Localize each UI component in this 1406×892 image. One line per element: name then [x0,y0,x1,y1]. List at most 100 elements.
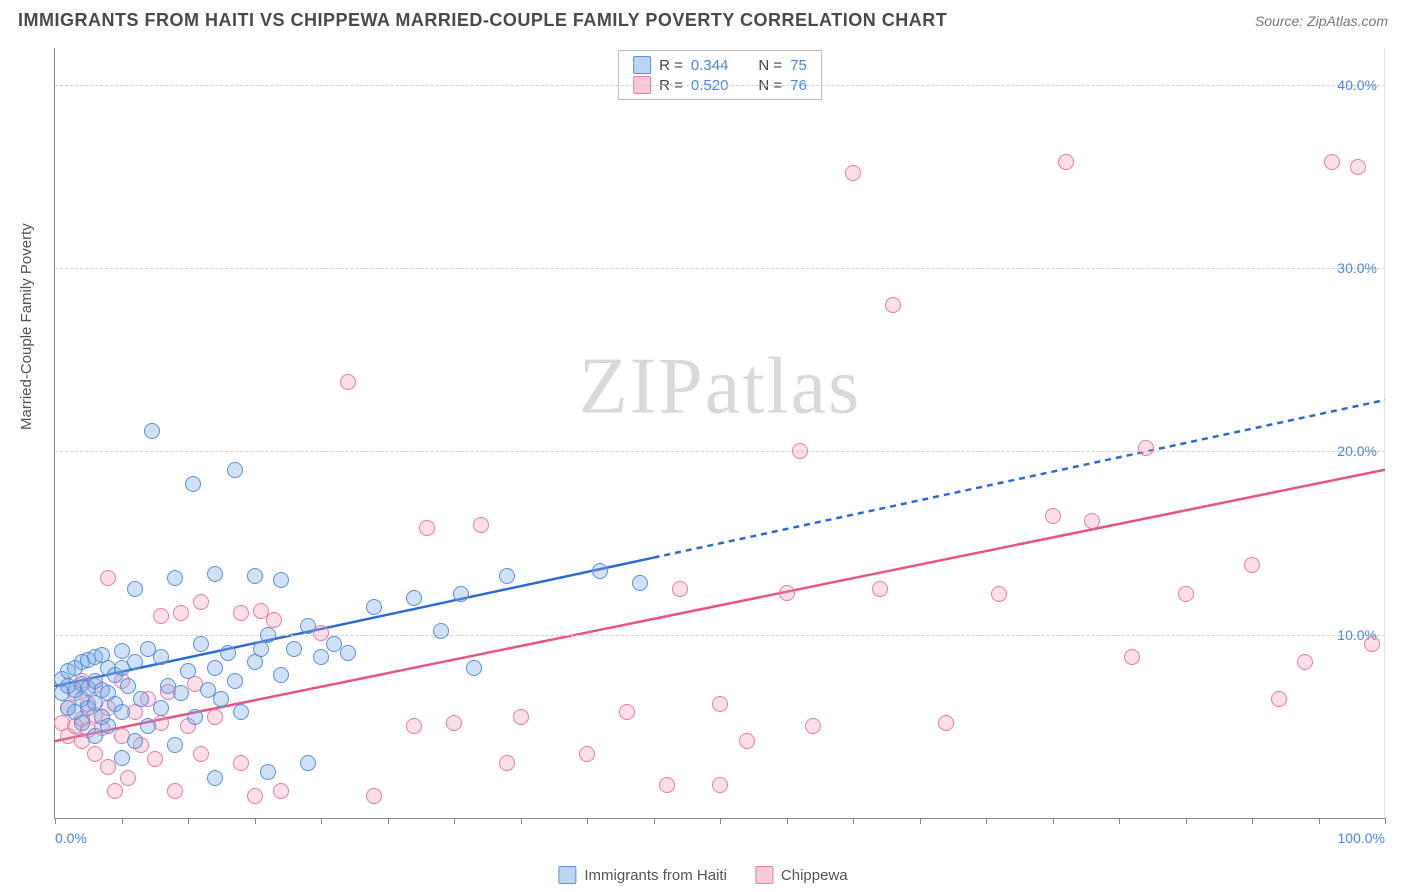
scatter-plot: ZIPatlas R =0.344N =75R =0.520N =76 10.0… [54,48,1385,819]
x-tick-mark [321,818,322,824]
scatter-point-blue [632,575,648,591]
scatter-point-pink [792,443,808,459]
x-tick-mark [521,818,522,824]
scatter-point-pink [499,755,515,771]
scatter-point-blue [300,755,316,771]
scatter-point-blue [300,618,316,634]
scatter-point-blue [233,704,249,720]
scatter-point-pink [1364,636,1380,652]
scatter-point-blue [260,764,276,780]
scatter-point-pink [779,585,795,601]
scatter-point-pink [87,746,103,762]
legend-correlation: R =0.344N =75R =0.520N =76 [618,50,822,100]
x-tick-mark [1385,818,1386,824]
scatter-point-pink [233,755,249,771]
page-title: IMMIGRANTS FROM HAITI VS CHIPPEWA MARRIE… [18,10,947,31]
x-tick-mark [388,818,389,824]
legend-series-label: Immigrants from Haiti [584,867,727,884]
source-name: ZipAtlas.com [1307,13,1388,29]
scatter-point-pink [885,297,901,313]
scatter-point-blue [260,627,276,643]
scatter-point-pink [513,709,529,725]
watermark: ZIPatlas [579,341,862,432]
x-tick-mark [787,818,788,824]
scatter-point-blue [273,572,289,588]
y-tick-label: 40.0% [1337,77,1377,93]
legend-corr-row: R =0.344N =75 [633,55,807,75]
scatter-point-pink [672,581,688,597]
scatter-point-blue [220,645,236,661]
scatter-point-blue [114,643,130,659]
scatter-point-blue [180,663,196,679]
legend-swatch-blue [558,866,576,884]
scatter-point-blue [207,566,223,582]
scatter-point-pink [207,709,223,725]
scatter-point-blue [173,685,189,701]
scatter-point-pink [805,718,821,734]
scatter-point-pink [1324,154,1340,170]
x-tick-mark [454,818,455,824]
legend-swatch-pink [755,866,773,884]
source-prefix: Source: [1255,13,1307,29]
scatter-point-pink [153,608,169,624]
scatter-point-blue [133,691,149,707]
scatter-point-pink [473,517,489,533]
legend-series-label: Chippewa [781,867,848,884]
scatter-point-blue [114,750,130,766]
scatter-point-pink [712,696,728,712]
y-tick-label: 20.0% [1337,443,1377,459]
scatter-point-blue [120,678,136,694]
scatter-point-pink [845,165,861,181]
trend-line [55,558,654,686]
scatter-point-pink [233,605,249,621]
scatter-point-blue [273,667,289,683]
scatter-point-blue [127,654,143,670]
legend-swatch-blue [633,56,651,74]
scatter-point-pink [273,783,289,799]
scatter-point-blue [227,462,243,478]
x-tick-mark [853,818,854,824]
scatter-point-blue [406,590,422,606]
scatter-point-pink [712,777,728,793]
scatter-point-blue [366,599,382,615]
gridline-h [55,268,1385,269]
watermark-zip: ZIP [579,342,705,430]
scatter-point-pink [193,746,209,762]
scatter-point-pink [1124,649,1140,665]
x-tick-label: 100.0% [1338,830,1385,846]
x-tick-mark [920,818,921,824]
scatter-point-pink [173,605,189,621]
x-tick-mark [1252,818,1253,824]
scatter-point-blue [207,770,223,786]
y-tick-label: 30.0% [1337,260,1377,276]
scatter-point-pink [619,704,635,720]
scatter-point-pink [1350,159,1366,175]
scatter-point-blue [313,649,329,665]
scatter-point-blue [127,733,143,749]
gridline-h [55,85,1385,86]
scatter-point-blue [247,568,263,584]
scatter-point-pink [247,788,263,804]
scatter-point-pink [446,715,462,731]
scatter-point-pink [120,770,136,786]
scatter-point-pink [739,733,755,749]
source-credit: Source: ZipAtlas.com [1255,13,1388,29]
x-tick-mark [654,818,655,824]
trend-line [654,400,1386,558]
x-tick-mark [1319,818,1320,824]
scatter-point-blue [153,649,169,665]
scatter-point-blue [193,636,209,652]
scatter-point-pink [406,718,422,734]
x-tick-mark [55,818,56,824]
scatter-point-blue [100,718,116,734]
legend-series-item: Immigrants from Haiti [558,866,727,884]
scatter-point-blue [185,476,201,492]
gridline-h [55,451,1385,452]
scatter-point-pink [266,612,282,628]
scatter-point-pink [366,788,382,804]
scatter-point-blue [167,570,183,586]
scatter-point-blue [453,586,469,602]
scatter-point-blue [433,623,449,639]
scatter-point-pink [579,746,595,762]
scatter-point-pink [1058,154,1074,170]
